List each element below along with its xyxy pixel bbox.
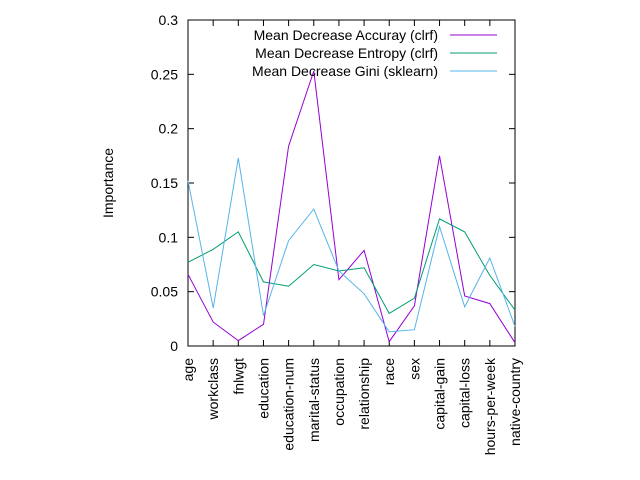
x-tick-label: marital-status xyxy=(306,358,322,442)
x-tick-label: native-country xyxy=(507,358,523,446)
legend-label: Mean Decrease Entropy (clrf) xyxy=(255,45,438,61)
y-axis-label: Importance xyxy=(100,148,116,218)
series-line-1 xyxy=(187,70,516,343)
x-tick-label: race xyxy=(381,358,397,385)
legend-label: Mean Decrease Gini (sklearn) xyxy=(252,63,438,79)
y-tick-label: 0.25 xyxy=(151,66,178,82)
x-tick-label: relationship xyxy=(356,358,372,430)
x-tick-label: education xyxy=(255,358,271,419)
y-tick-label: 0.3 xyxy=(159,12,179,28)
y-tick-label: 0 xyxy=(170,338,178,354)
x-tick-label: sex xyxy=(406,358,422,380)
y-axis-ticks: 0 0.05 0.1 0.15 0.2 0.25 0.3 xyxy=(151,12,515,354)
x-tick-label: occupation xyxy=(331,358,347,426)
x-tick-label: hours-per-week xyxy=(482,357,498,455)
y-tick-label: 0.15 xyxy=(151,175,178,191)
x-tick-label: age xyxy=(180,358,196,382)
x-tick-label: capital-gain xyxy=(432,358,448,430)
legend-label: Mean Decrease Accuray (clrf) xyxy=(254,27,438,43)
y-tick-label: 0.1 xyxy=(159,229,179,245)
x-tick-label: fnlwgt xyxy=(230,358,246,395)
y-tick-label: 0.2 xyxy=(159,121,179,137)
x-tick-label: education-num xyxy=(281,358,297,451)
legend: Mean Decrease Accuray (clrf) Mean Decreas… xyxy=(252,27,497,79)
series-lines xyxy=(187,70,516,343)
x-axis-ticks: age workclass fnlwgt education education-num… xyxy=(180,20,523,455)
x-tick-label: capital-loss xyxy=(457,358,473,428)
series-line-3 xyxy=(187,157,516,333)
x-tick-label: workclass xyxy=(205,358,221,420)
series-line-2 xyxy=(187,218,516,315)
y-tick-label: 0.05 xyxy=(151,284,178,300)
